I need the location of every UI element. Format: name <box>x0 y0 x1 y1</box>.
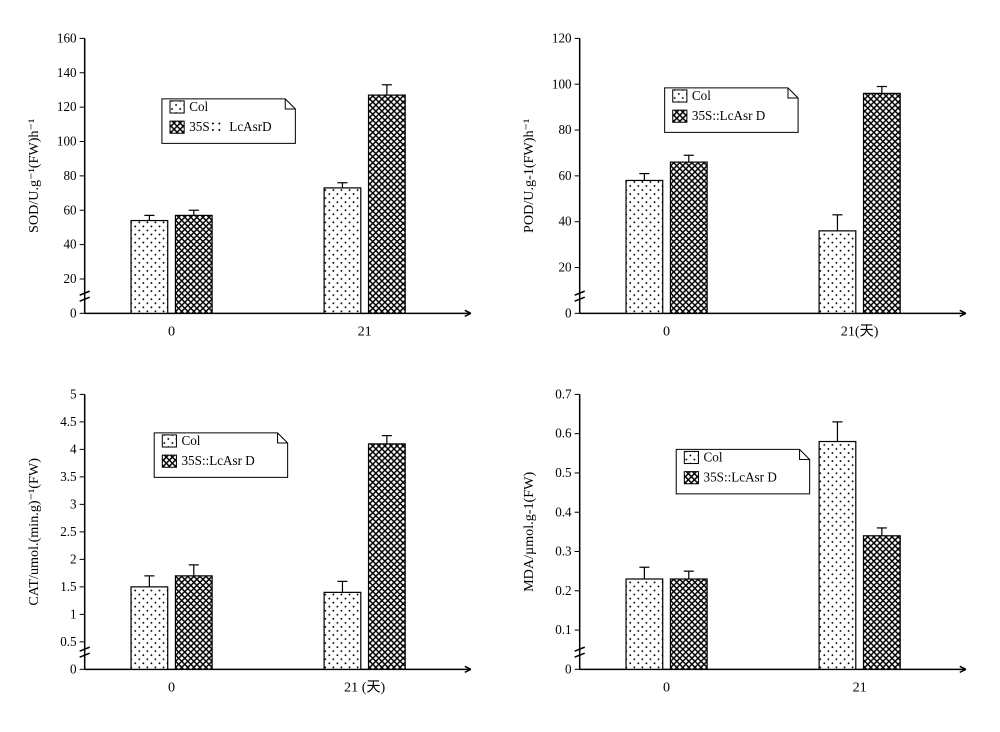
bar-col <box>626 180 663 313</box>
y-tick-label: 100 <box>552 76 572 91</box>
legend-label: 35S::LcAsr D <box>181 453 254 468</box>
legend: Col35S::LcAsr D <box>676 449 809 493</box>
y-axis-label: CAT/umol.(min.g)⁻¹(FW) <box>26 458 42 606</box>
y-tick-label: 140 <box>57 65 77 80</box>
y-tick-label: 4 <box>70 441 77 456</box>
legend-label: 35S::LcAsr D <box>704 470 777 485</box>
y-tick-label: 0.5 <box>60 634 77 649</box>
y-tick-label: 0 <box>70 661 77 676</box>
y-tick-label: 100 <box>57 134 77 149</box>
chart-mda: 0 0.1 0.2 0.3 0.4 0.5 0.6 0.7 MDA/µmol.g-1(FW) 0 2… <box>515 376 980 712</box>
bar-col <box>626 579 663 669</box>
x-category-label: 0 <box>663 680 670 696</box>
chart-grid: 020406080100120140160SOD/U.g⁻¹(FW)h⁻¹021… <box>20 20 980 712</box>
chart-sod: 0 20 40 60 80 100 120 140 160 SOD/U.g⁻¹(FW)h⁻¹ 0 21… <box>20 20 485 356</box>
y-tick-label: 3 <box>70 496 77 511</box>
bar-s35 <box>369 444 406 669</box>
chart-cat: 0 0.5 1 1.5 2 2.5 3 3.5 4 4.5 5 CAT/umol.(min.g)⁻¹(… <box>20 376 485 712</box>
x-category-label: 21(天) <box>841 324 879 340</box>
legend-label: 35S::LcAsr D <box>692 108 765 123</box>
y-tick-label: 60 <box>63 202 77 217</box>
legend-label: Col <box>189 99 208 114</box>
y-axis-label: MDA/µmol.g-1(FW) <box>521 472 537 592</box>
bar-s35 <box>175 576 212 669</box>
legend-label: Col <box>704 450 723 465</box>
bar-col <box>131 221 168 314</box>
x-category-label: 21 (天) <box>344 680 386 696</box>
legend-label: 35S：：LcAsrD <box>189 119 271 134</box>
legend-swatch <box>673 110 687 122</box>
bar-col <box>324 592 361 669</box>
y-tick-label: 0 <box>565 305 572 320</box>
y-tick-label: 2 <box>70 551 77 566</box>
legend: Col35S::LcAsr D <box>154 433 287 477</box>
chart-pod: 0 20 40 60 80 100 120 POD/U.g-1(FW)h⁻¹ 0 21(天) Col… <box>515 20 980 356</box>
y-tick-label: 40 <box>558 214 572 229</box>
legend-label: Col <box>181 433 200 448</box>
legend-swatch <box>684 451 698 463</box>
y-tick-label: 0 <box>70 305 77 320</box>
bar-s35 <box>175 215 212 313</box>
legend: Col 35S：：LcAsrD <box>162 99 295 143</box>
x-category-label: 21 <box>853 680 867 696</box>
y-tick-label: 0.2 <box>555 583 571 598</box>
legend-swatch <box>170 121 184 133</box>
y-tick-label: 0 <box>565 661 572 676</box>
bar-col <box>131 587 168 669</box>
bar-s35 <box>670 579 707 669</box>
y-tick-label: 3.5 <box>60 469 77 484</box>
panel-mda: 0 0.1 0.2 0.3 0.4 0.5 0.6 0.7 MDA/µmol.g-1(FW) 0 2… <box>515 376 980 712</box>
y-tick-label: 20 <box>558 260 572 275</box>
y-tick-label: 0.5 <box>555 465 572 480</box>
x-category-label: 0 <box>168 324 175 340</box>
y-tick-label: 120 <box>552 30 572 45</box>
legend-swatch <box>684 472 698 484</box>
legend-swatch <box>162 435 176 447</box>
y-axis-label: POD/U.g-1(FW)h⁻¹ <box>521 119 537 233</box>
bar-s35 <box>864 536 901 670</box>
y-tick-label: 20 <box>63 271 77 286</box>
panel-pod: 0 20 40 60 80 100 120 POD/U.g-1(FW)h⁻¹ 0 21(天) Col… <box>515 20 980 356</box>
y-tick-label: 0.4 <box>555 504 572 519</box>
y-tick-label: 80 <box>63 168 77 183</box>
x-category-label: 0 <box>168 680 175 696</box>
y-tick-label: 5 <box>70 386 77 401</box>
bar-s35 <box>670 162 707 313</box>
panel-cat: 0 0.5 1 1.5 2 2.5 3 3.5 4 4.5 5 CAT/umol.(min.g)⁻¹(… <box>20 376 485 712</box>
legend-label: Col <box>692 88 711 103</box>
y-tick-label: 40 <box>63 237 77 252</box>
y-tick-label: 1.5 <box>60 579 77 594</box>
bar-col <box>819 231 856 313</box>
bar-col <box>819 442 856 670</box>
y-tick-label: 80 <box>558 122 572 137</box>
legend-swatch <box>170 101 184 113</box>
bar-s35 <box>369 95 406 313</box>
y-tick-label: 0.7 <box>555 386 572 401</box>
y-tick-label: 60 <box>558 168 572 183</box>
bar-s35 <box>864 93 901 313</box>
panel-sod: 0 20 40 60 80 100 120 140 160 SOD/U.g⁻¹(FW)h⁻¹ 0 21… <box>20 20 485 356</box>
y-tick-label: 120 <box>57 99 77 114</box>
y-tick-label: 1 <box>70 606 77 621</box>
y-tick-label: 0.3 <box>555 544 572 559</box>
legend-swatch <box>162 455 176 467</box>
y-tick-label: 2.5 <box>60 524 77 539</box>
y-tick-label: 0.6 <box>555 426 572 441</box>
x-category-label: 21 <box>358 324 372 340</box>
y-tick-label: 160 <box>57 30 77 45</box>
y-axis-label: SOD/U.g⁻¹(FW)h⁻¹ <box>26 119 42 233</box>
x-category-label: 0 <box>663 324 670 340</box>
legend: Col35S::LcAsr D <box>665 88 798 132</box>
bar-col <box>324 188 361 313</box>
y-tick-label: 4.5 <box>60 414 77 429</box>
legend-swatch <box>673 90 687 102</box>
y-tick-label: 0.1 <box>555 622 571 637</box>
